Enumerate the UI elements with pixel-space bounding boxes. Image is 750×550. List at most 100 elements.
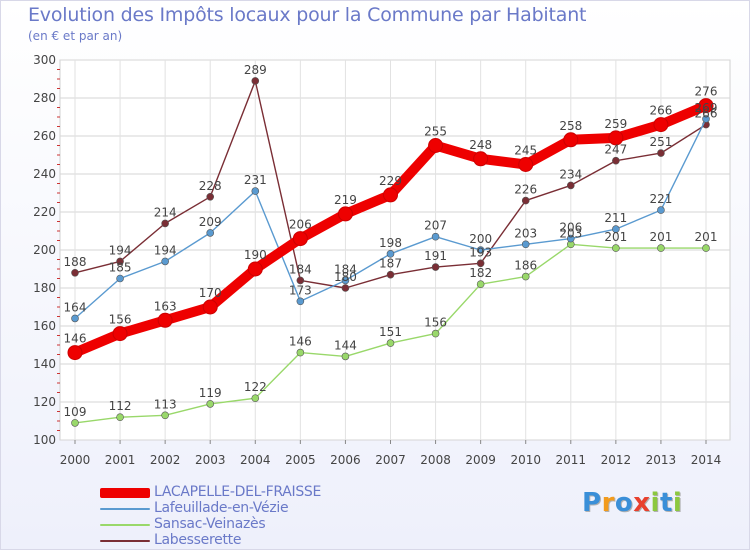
legend-label: LACAPELLE-DEL-FRAISSE	[154, 484, 322, 500]
data-point	[653, 117, 669, 133]
data-label: 112	[109, 399, 132, 413]
data-label: 146	[289, 335, 312, 349]
data-label: 266	[695, 107, 718, 121]
data-point	[341, 276, 350, 285]
x-tick-label: 2005	[285, 453, 316, 467]
data-label: 113	[154, 397, 177, 411]
data-point	[476, 280, 485, 289]
data-label: 188	[64, 255, 87, 269]
proxiti-logo: Proxiti	[582, 488, 682, 518]
data-point	[386, 270, 395, 279]
data-point	[566, 181, 575, 190]
data-point	[563, 132, 579, 148]
data-label: 248	[469, 138, 492, 152]
data-point	[657, 244, 665, 252]
data-point	[161, 257, 169, 266]
legend-label: Sansac-Veinazès	[154, 516, 266, 532]
data-point	[518, 157, 534, 172]
y-tick-label: 200	[33, 243, 56, 257]
data-label: 193	[469, 245, 492, 259]
data-label: 164	[64, 300, 87, 314]
data-point	[116, 413, 124, 422]
logo-letter: t	[659, 488, 673, 518]
data-point	[428, 138, 444, 153]
data-point	[296, 276, 305, 285]
y-tick-label: 100	[33, 433, 56, 447]
data-label: 122	[244, 380, 267, 394]
y-tick-label: 180	[33, 281, 56, 295]
x-tick-label: 2008	[420, 453, 451, 467]
data-point	[296, 348, 305, 357]
y-tick-label: 280	[33, 91, 56, 105]
x-tick-label: 2001	[105, 453, 136, 467]
x-tick-label: 2002	[150, 453, 181, 467]
x-tick-label: 2010	[510, 453, 541, 467]
data-label: 203	[514, 226, 537, 240]
data-point	[71, 314, 79, 323]
logo-letter: x	[633, 488, 651, 518]
data-label: 184	[334, 262, 357, 276]
data-label: 206	[559, 221, 582, 235]
data-label: 201	[695, 230, 718, 244]
data-point	[386, 339, 395, 347]
data-point	[698, 98, 714, 114]
logo-letter: i	[650, 488, 660, 518]
data-label: 109	[64, 405, 87, 419]
data-point	[161, 219, 169, 228]
y-tick-label: 260	[33, 129, 56, 143]
data-point	[702, 244, 710, 252]
data-label: 184	[289, 262, 312, 276]
data-point	[431, 263, 440, 271]
data-point	[112, 326, 128, 342]
data-label: 211	[604, 211, 627, 225]
data-point	[67, 345, 83, 361]
data-label: 194	[109, 243, 132, 257]
data-point	[247, 261, 263, 277]
chart-subtitle: (en € et par an)	[28, 29, 123, 43]
data-label: 231	[244, 173, 267, 187]
data-label: 289	[244, 63, 267, 77]
y-tick-label: 120	[33, 395, 56, 409]
data-label: 258	[559, 119, 582, 133]
legend-swatch	[100, 524, 150, 526]
data-label: 226	[514, 183, 537, 197]
data-point	[612, 244, 620, 252]
x-tick-label: 2012	[601, 453, 632, 467]
data-point	[161, 411, 169, 420]
data-point	[206, 193, 215, 201]
data-label: 209	[199, 215, 222, 229]
y-tick-label: 140	[33, 357, 56, 371]
data-point	[521, 272, 530, 281]
data-label: 207	[424, 219, 447, 233]
data-point	[202, 299, 218, 315]
data-label: 200	[469, 232, 492, 246]
data-point	[612, 156, 620, 165]
data-label: 259	[604, 117, 627, 131]
data-point	[476, 246, 485, 254]
data-label: 180	[334, 270, 357, 284]
data-label: 221	[649, 192, 672, 206]
data-label: 203	[559, 226, 582, 240]
data-label: 219	[334, 193, 357, 207]
data-point	[612, 225, 620, 233]
y-tick-label: 160	[33, 319, 56, 333]
data-label: 156	[109, 313, 132, 327]
x-tick-label: 2004	[240, 453, 271, 467]
data-label: 206	[289, 218, 312, 232]
y-tick-label: 220	[33, 205, 56, 219]
data-label: 194	[154, 243, 177, 257]
data-point	[566, 234, 575, 243]
data-point	[337, 206, 353, 222]
data-label: 198	[379, 236, 402, 250]
x-tick-label: 2013	[646, 453, 677, 467]
data-point	[521, 196, 530, 205]
data-label: 228	[199, 179, 222, 193]
data-label: 182	[469, 266, 492, 280]
data-label: 187	[379, 257, 402, 271]
data-label: 214	[154, 205, 177, 219]
data-label: 245	[514, 144, 537, 158]
data-point	[476, 259, 485, 268]
data-label: 119	[199, 386, 222, 400]
data-point	[71, 268, 79, 277]
x-tick-label: 2007	[375, 453, 406, 467]
